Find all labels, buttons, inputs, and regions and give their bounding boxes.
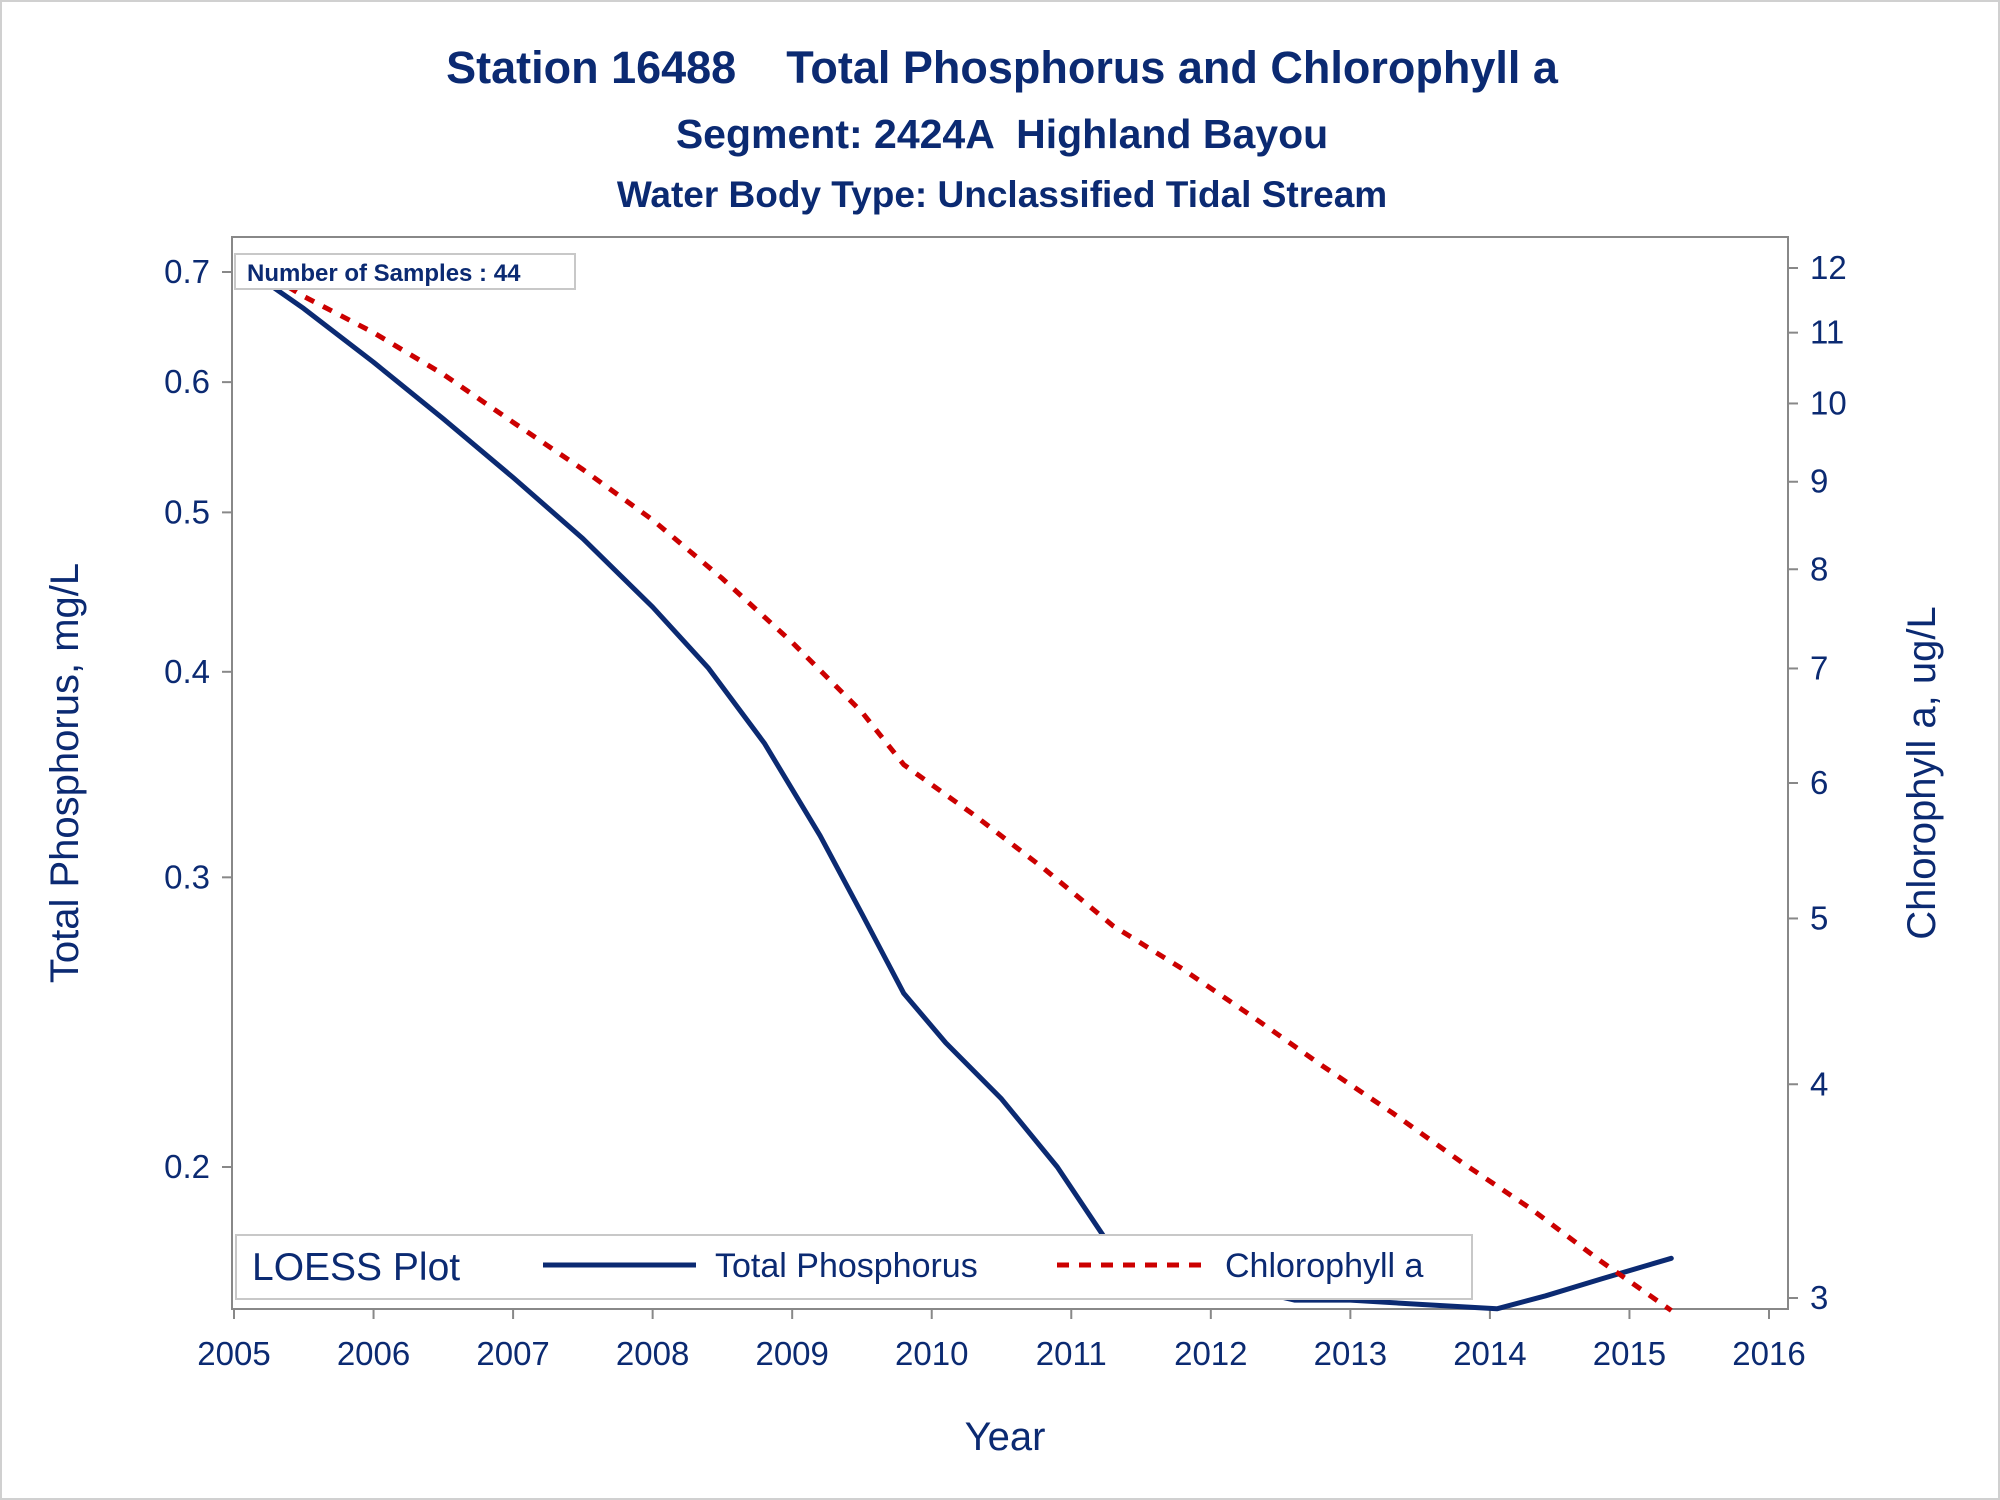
- x-tick-label: 2008: [616, 1335, 689, 1372]
- x-tick-label: 2011: [1036, 1335, 1107, 1372]
- y2-tick-label: 3: [1810, 1279, 1828, 1316]
- y2-tick-label: 10: [1810, 384, 1847, 421]
- legend: LOESS Plot Total Phosphorus Chlorophyll …: [235, 1234, 1473, 1300]
- y-tick-label: 0.2: [164, 1148, 210, 1185]
- legend-box: [235, 1234, 1473, 1300]
- y2-tick-label: 7: [1810, 649, 1828, 686]
- y-tick-label: 0.7: [164, 253, 210, 290]
- x-tick-label: 2012: [1174, 1335, 1247, 1372]
- x-tick-label: 2007: [476, 1335, 549, 1372]
- x-tick-label: 2013: [1314, 1335, 1387, 1372]
- chlorophyll-a-line: [235, 253, 1673, 1313]
- legend-label-total-phosphorus: Total Phosphorus: [715, 1247, 978, 1285]
- y-axis-label-left: Total Phosphorus, mg/L: [43, 563, 87, 983]
- y-tick-label: 0.3: [164, 858, 210, 895]
- y2-tick-label: 6: [1810, 764, 1828, 801]
- x-tick-label: 2016: [1732, 1335, 1805, 1372]
- y2-tick-label: 8: [1810, 550, 1828, 587]
- samples-annotation: Number of Samples : 44: [247, 260, 521, 287]
- y2-tick-label: 11: [1810, 314, 1844, 351]
- chart-subtitle: Segment: 2424A Highland Bayou: [676, 111, 1328, 157]
- y-axis-left: 0.2 0.3 0.4 0.5 0.6 0.7: [164, 253, 232, 1185]
- y-axis-label-right: Chlorophyll a, ug/L: [1900, 606, 1944, 940]
- y2-tick-label: 12: [1810, 249, 1847, 286]
- chart-subtitle-2: Water Body Type: Unclassified Tidal Stre…: [617, 174, 1387, 215]
- x-axis: 2005 2006 2007 2008 2009 2010 2011 2012 2013 2014…: [197, 1309, 1806, 1372]
- y2-tick-label: 5: [1810, 899, 1828, 936]
- x-tick-label: 2015: [1593, 1335, 1666, 1372]
- y-tick-label: 0.5: [164, 493, 210, 530]
- y-tick-label: 0.4: [164, 653, 210, 690]
- legend-title: LOESS Plot: [252, 1246, 460, 1289]
- x-tick-label: 2009: [755, 1335, 828, 1372]
- x-tick-label: 2010: [895, 1335, 968, 1372]
- series-layer: [234, 253, 1674, 1313]
- y2-tick-label: 4: [1810, 1065, 1828, 1102]
- y2-tick-label: 9: [1810, 463, 1828, 500]
- annotation-box: [234, 253, 576, 290]
- x-tick-label: 2014: [1453, 1335, 1526, 1372]
- y-tick-label: 0.6: [164, 363, 210, 400]
- total-phosphorus-line: [234, 259, 1674, 1312]
- plot-area: [231, 236, 1789, 1310]
- legend-label-chlorophyll-a: Chlorophyll a: [1225, 1247, 1424, 1285]
- x-axis-label: Year: [965, 1415, 1046, 1459]
- y-axis-right: 3 4 5 6 7 8 9 10 11 12: [1788, 249, 1847, 1316]
- x-tick-label: 2006: [337, 1335, 410, 1372]
- x-tick-label: 2005: [197, 1335, 270, 1372]
- chart-title: Station 16488 Total Phosphorus and Chlor…: [446, 42, 1559, 93]
